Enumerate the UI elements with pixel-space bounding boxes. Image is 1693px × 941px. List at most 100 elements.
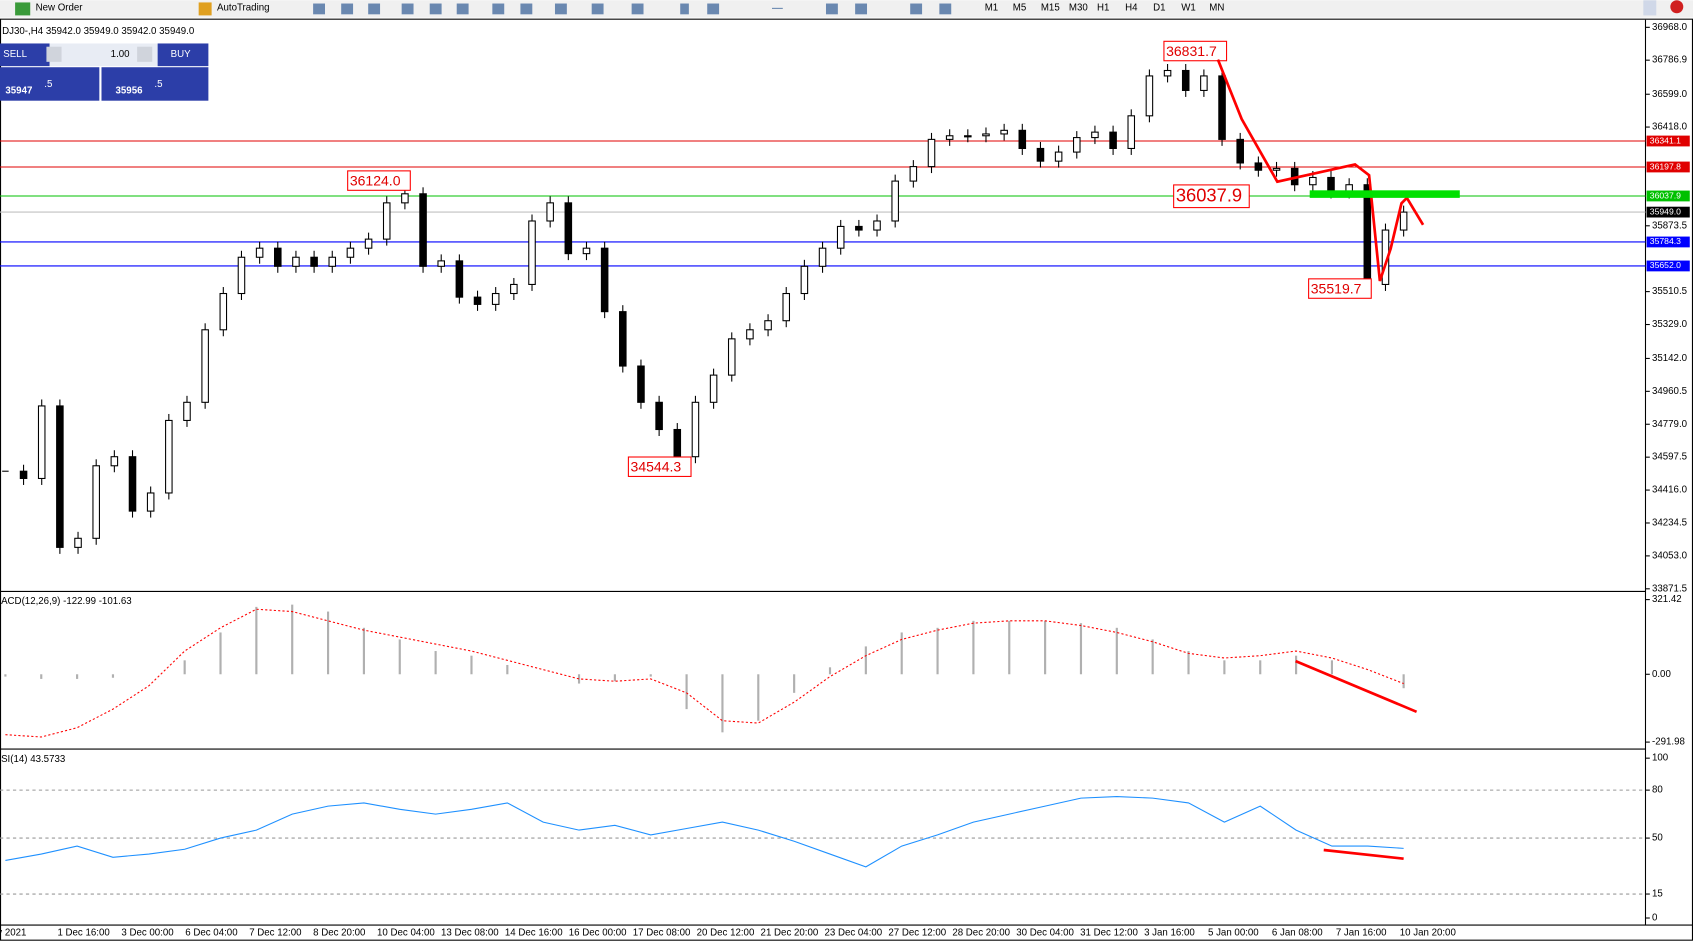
y-tick-label: 50 <box>1652 833 1663 844</box>
alert-icon[interactable] <box>1670 0 1684 14</box>
y-tick-label: 33871.5 <box>1652 583 1687 594</box>
timeframe-button[interactable]: MN <box>1209 2 1224 13</box>
macd-title: ACD(12,26,9) -122.99 -101.63 <box>1 596 132 607</box>
x-tick-label: 16 Dec 00:00 <box>569 928 627 939</box>
support-zone <box>1309 190 1460 198</box>
candle <box>1181 69 1190 91</box>
annotation: 34544.3 <box>631 459 682 475</box>
x-tick-label: 3 Jan 16:00 <box>1144 928 1195 939</box>
candle <box>346 247 355 258</box>
timeframe-button[interactable]: H1 <box>1097 2 1109 13</box>
candle <box>673 428 682 458</box>
x-tick-label: 27 Dec 12:00 <box>888 928 946 939</box>
ask-fraction: .5 <box>154 79 162 90</box>
candle <box>619 311 627 367</box>
sell-button[interactable] <box>0 43 50 67</box>
candle <box>1309 176 1317 186</box>
candle <box>1254 162 1263 171</box>
candle <box>1036 147 1045 162</box>
level-label: 35652.0 <box>1650 260 1681 270</box>
x-tick-label: 30 Dec 04:00 <box>1016 928 1074 939</box>
timeframe-button[interactable]: M1 <box>985 2 998 13</box>
bid-price: 35947 <box>5 86 32 97</box>
level-label-bg <box>1646 135 1690 147</box>
level-label-bg <box>1646 206 1690 218</box>
lot-up[interactable] <box>137 46 153 62</box>
x-tick-label: 14 Dec 16:00 <box>505 928 563 939</box>
candle <box>1236 138 1244 164</box>
buy-label[interactable]: BUY <box>171 49 191 60</box>
candle <box>310 256 318 267</box>
timeframe-button[interactable]: M30 <box>1069 2 1088 13</box>
sell-label[interactable]: SELL <box>3 49 27 60</box>
timeframe-button[interactable]: W1 <box>1181 2 1196 13</box>
candle <box>1091 131 1099 139</box>
new-order-icon[interactable] <box>15 2 31 16</box>
candle <box>800 265 809 295</box>
y-tick-label: 100 <box>1652 753 1669 764</box>
candle <box>1399 211 1408 231</box>
ask-price: 35956 <box>116 86 144 97</box>
y-tick-label: 35510.5 <box>1652 286 1687 297</box>
x-tick-label: 17 Dec 08:00 <box>633 928 691 939</box>
lot-value[interactable]: 1.00 <box>111 49 130 60</box>
candle <box>982 133 990 137</box>
candle <box>873 220 881 231</box>
x-tick-label: 23 Dec 04:00 <box>824 928 882 939</box>
lot-down[interactable] <box>46 46 62 62</box>
ask-box[interactable] <box>101 67 209 101</box>
chart-frame <box>0 18 1693 941</box>
y-tick-label: 36599.0 <box>1652 89 1688 100</box>
buy-button[interactable] <box>157 43 209 67</box>
candle <box>219 292 228 331</box>
candle <box>1127 115 1136 149</box>
candle <box>764 320 772 331</box>
annotation-box <box>1173 184 1250 209</box>
timeframe-button[interactable]: H4 <box>1125 2 1138 13</box>
annotation-box <box>347 170 411 191</box>
candle <box>255 247 264 258</box>
autotrading-icon[interactable] <box>198 2 212 16</box>
candle <box>1272 167 1281 171</box>
timeframe-button[interactable]: D1 <box>1153 2 1165 13</box>
level-label-bg <box>1646 190 1690 202</box>
x-tick-label: 6 Dec 04:00 <box>185 928 238 939</box>
level-label: 36037.9 <box>1650 190 1681 200</box>
toolbar-icons <box>313 3 952 15</box>
y-tick-label: 321.42 <box>1652 594 1682 605</box>
x-tick-label: 8 Dec 20:00 <box>313 928 366 939</box>
new-order[interactable]: New Order <box>36 2 84 13</box>
candle <box>56 405 64 548</box>
rsi-title: SI(14) 43.5733 <box>1 754 65 765</box>
candle <box>782 292 791 322</box>
candle <box>927 138 936 168</box>
y-tick-label: 35142.0 <box>1652 353 1688 364</box>
bid-box[interactable] <box>0 67 100 101</box>
candle <box>146 492 155 512</box>
autotrading[interactable]: AutoTrading <box>217 2 270 13</box>
candle <box>637 365 645 403</box>
candle <box>582 247 591 255</box>
candle <box>727 338 736 376</box>
y-tick-label: 36418.0 <box>1652 122 1688 133</box>
timeframe-button[interactable]: M15 <box>1041 2 1060 13</box>
candle <box>455 260 464 298</box>
candle <box>110 456 119 467</box>
y-tick-label: 34597.5 <box>1652 452 1687 463</box>
candle <box>74 537 82 548</box>
timeframe-button[interactable]: M5 <box>1013 2 1026 13</box>
annotation-box <box>1308 278 1372 299</box>
candle <box>655 401 663 431</box>
x-tick-label: 3 Dec 00:00 <box>121 928 174 939</box>
x-tick-label: 6 Jan 08:00 <box>1272 928 1323 939</box>
lot-box[interactable] <box>49 43 158 67</box>
candle <box>274 247 282 267</box>
annotation: 35519.7 <box>1311 280 1362 296</box>
candle <box>528 220 536 285</box>
candle <box>909 166 918 182</box>
search-icon[interactable] <box>1643 0 1657 16</box>
candle <box>328 256 337 267</box>
candle <box>546 202 554 222</box>
